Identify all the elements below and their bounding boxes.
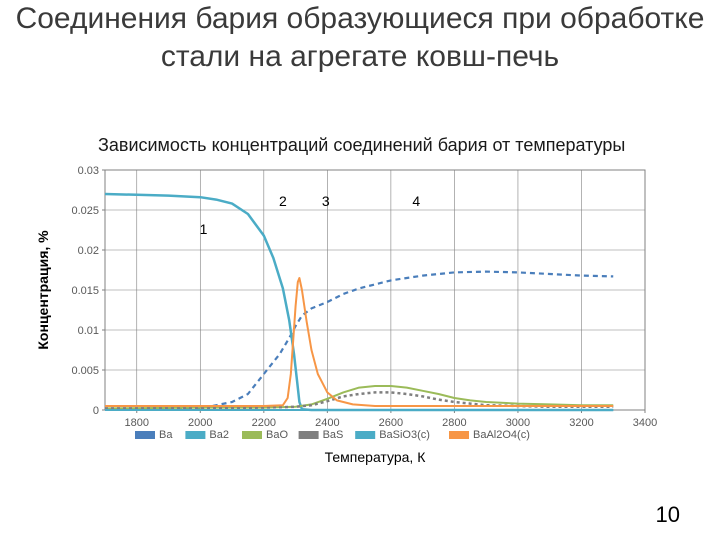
svg-text:Температура, К: Температура, К [325,449,427,465]
svg-text:2800: 2800 [442,417,466,429]
svg-text:2400: 2400 [315,417,339,429]
svg-text:2000: 2000 [188,417,212,429]
svg-text:0.025: 0.025 [71,205,99,217]
svg-text:2200: 2200 [252,417,276,429]
svg-text:BaSiO3(c): BaSiO3(c) [379,429,430,441]
svg-text:BaS: BaS [323,429,344,441]
chart-container: Зависимость концентраций соединений бари… [30,135,690,482]
svg-text:3200: 3200 [569,417,593,429]
svg-text:2: 2 [279,193,287,209]
svg-text:Ba2: Ba2 [209,429,229,441]
svg-text:3000: 3000 [506,417,530,429]
svg-text:0.03: 0.03 [78,165,99,177]
svg-text:0.015: 0.015 [71,285,99,297]
svg-text:2600: 2600 [379,417,403,429]
svg-text:3400: 3400 [633,417,657,429]
svg-text:BaO: BaO [266,429,288,441]
page-number: 10 [656,502,680,528]
svg-text:1: 1 [200,221,208,237]
svg-text:3: 3 [322,193,330,209]
svg-text:Концентрация, %: Концентрация, % [35,230,51,350]
line-chart: 0 0.005 0.01 0.015 0.02 0.025 0.03 1800 2000 2200… [30,162,690,482]
chart-title: Зависимость концентраций соединений бари… [30,135,690,156]
svg-text:0.02: 0.02 [78,245,99,257]
svg-text:0.01: 0.01 [78,325,99,337]
svg-text:BaAl2O4(c): BaAl2O4(c) [473,429,530,441]
svg-text:Ba: Ba [159,429,173,441]
svg-text:1800: 1800 [125,417,149,429]
svg-text:0: 0 [93,405,99,417]
slide-title: Соединения бария образующиеся при обрабо… [0,0,720,75]
svg-text:4: 4 [412,193,420,209]
svg-text:0.005: 0.005 [71,365,99,377]
